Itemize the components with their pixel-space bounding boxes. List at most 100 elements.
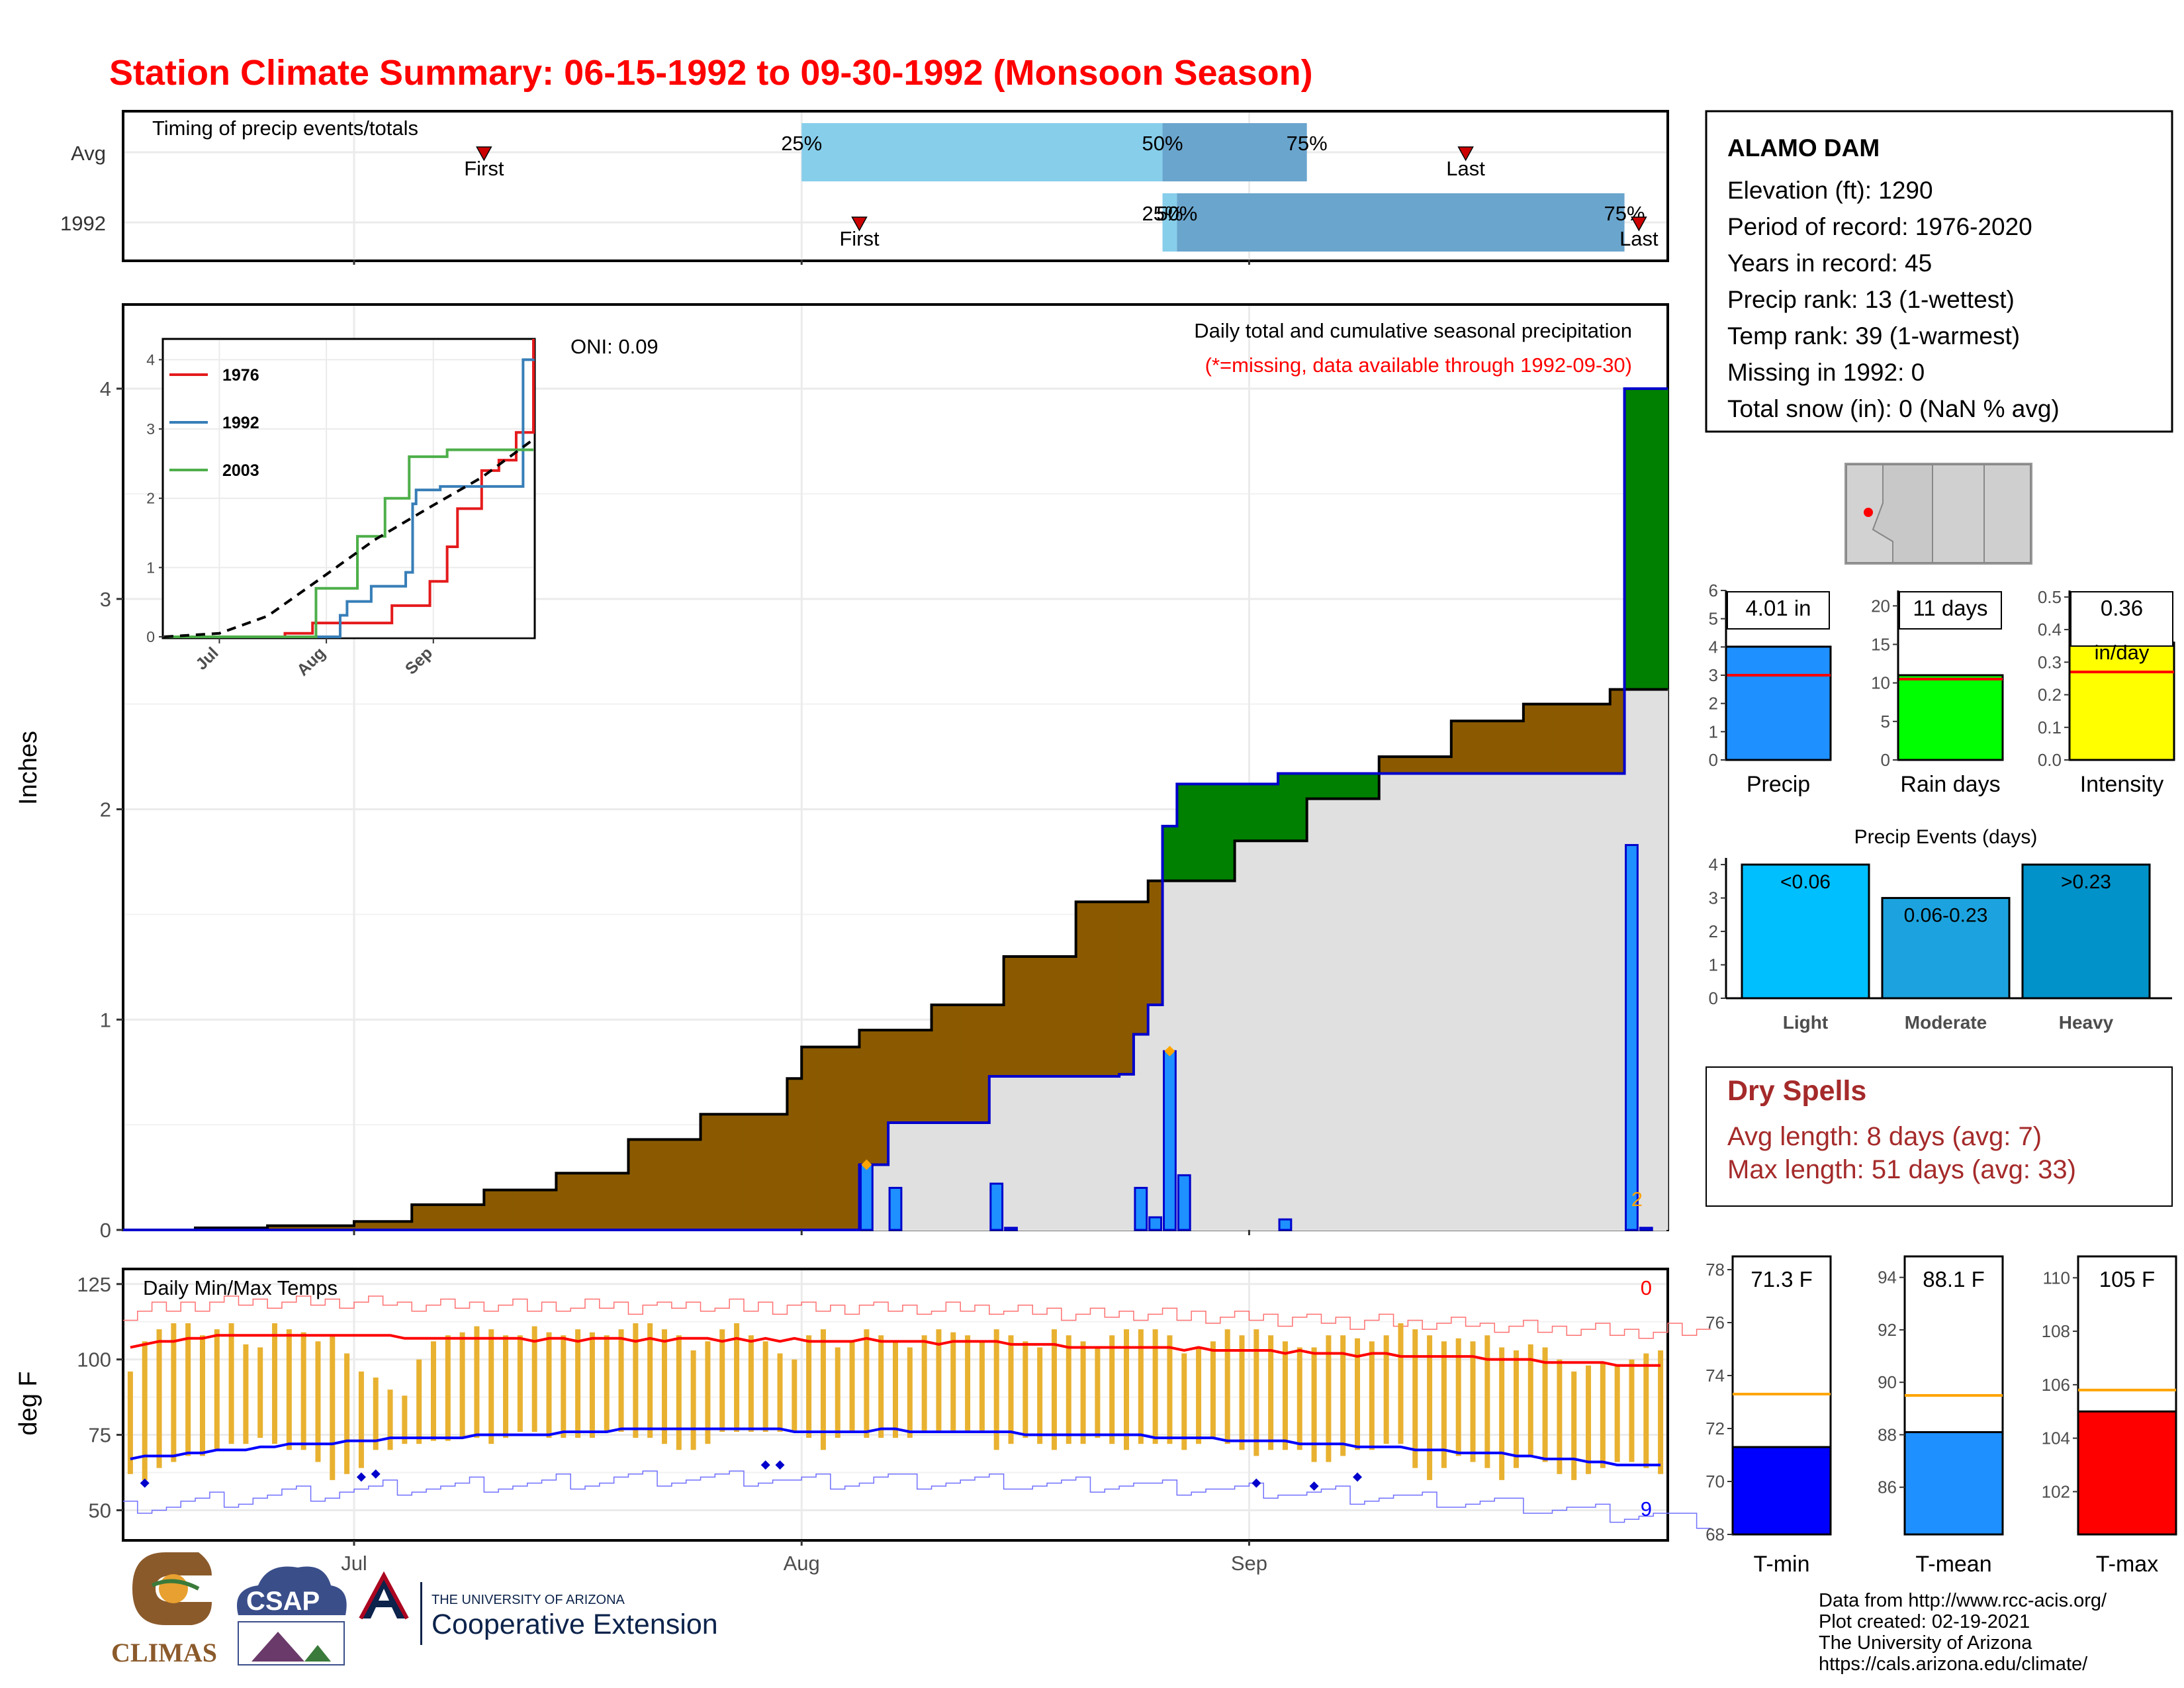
precip-deficit-area bbox=[1509, 721, 1524, 774]
precip-base-area bbox=[1148, 1005, 1163, 1230]
daily-temp-bar bbox=[777, 1353, 783, 1432]
daily-temp-bar bbox=[633, 1323, 639, 1438]
precip-base-area bbox=[1350, 798, 1365, 1230]
precip-deficit-area bbox=[340, 1225, 355, 1230]
precip-deficit-area bbox=[1610, 689, 1625, 774]
precip-base-area bbox=[902, 1122, 918, 1230]
daily-temp-bar bbox=[517, 1335, 523, 1432]
precip-surplus-area bbox=[1162, 825, 1177, 881]
daily-temp-bar bbox=[806, 1335, 812, 1438]
precip-deficit-area bbox=[498, 1190, 514, 1230]
dry-spells-box: Dry Spells Avg length: 8 days (avg: 7) M… bbox=[1706, 1066, 2173, 1207]
daily-temp-bar bbox=[792, 1359, 797, 1432]
daily-temp-bar bbox=[171, 1323, 177, 1462]
daily-temp-bar bbox=[864, 1329, 870, 1438]
ua-line-2: Cooperative Extension bbox=[432, 1609, 718, 1640]
precip-deficit-area bbox=[1494, 721, 1510, 774]
precip-deficit-area bbox=[1480, 721, 1495, 774]
locator-map bbox=[1844, 463, 2032, 565]
station-info-line: Missing in 1992: 0 bbox=[1727, 359, 1925, 386]
stat-ytick-label: 1 bbox=[1709, 722, 1718, 741]
precip-deficit-area bbox=[917, 1030, 933, 1123]
precip-surplus-area bbox=[1653, 389, 1668, 690]
timing-row-avg: Avg bbox=[71, 142, 106, 165]
timing-bar-q50-q75 bbox=[1177, 193, 1625, 252]
event-bar-label: Heavy bbox=[2059, 1012, 2114, 1033]
dry-spells-max: Max length: 51 days (avg: 33) bbox=[1727, 1155, 2076, 1184]
stat-ytick-label: 3 bbox=[1709, 665, 1718, 685]
temp-panel: 50 75 100 125 Daily Min/Max Temps deg F 0 9 bbox=[15, 1268, 1711, 1542]
footer-line-1: Data from http://www.rcc-acis.org/ bbox=[1819, 1590, 2107, 1611]
daily-temp-bar bbox=[1629, 1359, 1635, 1462]
precip-surplus-area bbox=[1249, 784, 1264, 841]
inset-ytick-label: 2 bbox=[146, 490, 155, 507]
daily-temp-bar bbox=[402, 1395, 408, 1444]
temp-stat-ytick-label: 104 bbox=[2042, 1429, 2070, 1448]
precip-deficit-area bbox=[1537, 704, 1553, 774]
daily-temp-bar bbox=[416, 1359, 422, 1444]
daily-temp-bar bbox=[979, 1341, 985, 1432]
daily-temp-bar bbox=[1369, 1341, 1375, 1450]
stat-bar-intensity bbox=[2068, 641, 2175, 761]
daily-temp-bar bbox=[561, 1335, 567, 1438]
precip-base-area bbox=[1278, 841, 1293, 1230]
precip-deficit-area bbox=[772, 1114, 788, 1230]
temp-stat-label: T-min bbox=[1754, 1552, 1810, 1577]
events-title: Precip Events (days) bbox=[1854, 826, 2038, 848]
event-bar-label: Moderate bbox=[1905, 1012, 1987, 1033]
temp-stat-value: 88.1 F bbox=[1923, 1267, 1985, 1291]
daily-temp-bar bbox=[1095, 1347, 1101, 1438]
precip-deficit-area bbox=[325, 1225, 340, 1230]
precip-deficit-area bbox=[556, 1173, 571, 1230]
daily-temp-bar bbox=[1658, 1350, 1664, 1474]
temp-title: Daily Min/Max Temps bbox=[143, 1276, 338, 1299]
daily-temp-bar bbox=[849, 1341, 855, 1432]
stat-ytick-label: 5 bbox=[1881, 712, 1890, 731]
daily-temp-bar bbox=[1268, 1335, 1274, 1450]
precip-base-area bbox=[1422, 773, 1437, 1230]
precip-deficit-area bbox=[1090, 902, 1105, 1077]
daily-temp-bar bbox=[676, 1335, 682, 1450]
temp-count-high: 0 bbox=[1641, 1276, 1652, 1299]
cumulative-1992-line bbox=[123, 387, 1668, 1231]
daily-temp-bar bbox=[445, 1335, 451, 1441]
timing-bar-q25-q50 bbox=[1162, 193, 1177, 252]
timing-title: Timing of precip events/totals bbox=[152, 117, 418, 140]
precip-deficit-area bbox=[1003, 956, 1019, 1077]
precip-base-area bbox=[1263, 841, 1279, 1230]
daily-temp-bar bbox=[1282, 1341, 1288, 1450]
daily-temp-bar bbox=[300, 1332, 306, 1450]
daily-temp-bar bbox=[950, 1332, 956, 1432]
precip-deficit-area bbox=[1422, 757, 1437, 774]
daily-temp-bar bbox=[430, 1341, 436, 1441]
daily-temp-bar bbox=[1109, 1335, 1115, 1444]
daily-temp-bar bbox=[503, 1335, 509, 1438]
event-bar-category: >0.23 bbox=[2061, 871, 2111, 893]
precip-surplus-area bbox=[1306, 773, 1322, 799]
precip-base-area bbox=[1306, 798, 1322, 1230]
daily-temp-bar bbox=[1051, 1329, 1057, 1450]
timing-bar-q50-q75 bbox=[1162, 123, 1307, 181]
temp-ytick-label: 75 bbox=[89, 1424, 111, 1447]
station-info-line: Elevation (ft): 1290 bbox=[1727, 177, 1933, 204]
daily-temp-bar bbox=[604, 1335, 610, 1432]
precip-deficit-area bbox=[816, 1047, 831, 1230]
timing-label-q25: 25% bbox=[781, 132, 822, 155]
month-label: Sep bbox=[1231, 1552, 1267, 1575]
precip-surplus-area bbox=[1263, 784, 1279, 841]
stat-ytick-label: 4 bbox=[1709, 637, 1718, 657]
daily-temp-bar bbox=[373, 1378, 379, 1450]
station-info-line: Years in record: 45 bbox=[1727, 250, 1932, 277]
precip-deficit-area bbox=[541, 1190, 557, 1230]
precip-surplus-area bbox=[1350, 773, 1365, 799]
precip-base-area bbox=[1436, 773, 1452, 1230]
precip-deficit-area bbox=[931, 1005, 946, 1123]
temp-stat-bar-t-mean bbox=[1903, 1430, 2004, 1536]
precip-deficit-area bbox=[715, 1114, 730, 1230]
precip-deficit-area bbox=[801, 1047, 817, 1230]
daily-temp-bar bbox=[1499, 1347, 1505, 1480]
precip-surplus-area bbox=[1292, 773, 1308, 841]
event-bar-moderate bbox=[1881, 897, 2011, 1000]
precip-deficit-area bbox=[1032, 956, 1048, 1077]
daily-precip-bar bbox=[1278, 1218, 1293, 1231]
